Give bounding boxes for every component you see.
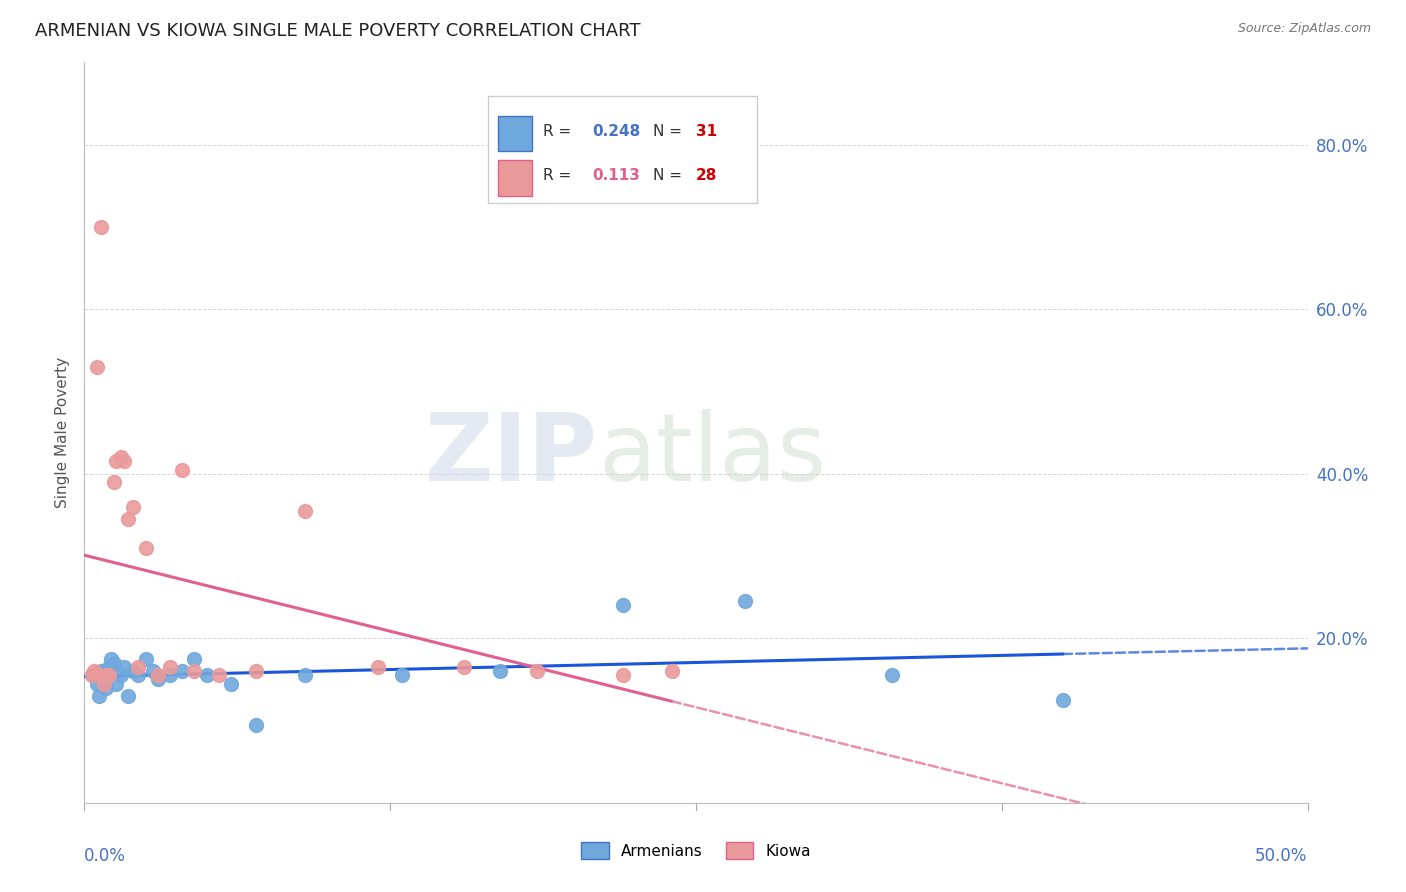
Point (86, 676, 108, 690)
Point (103, 475, 125, 489)
Point (367, 660, 389, 674)
Y-axis label: Single Male Poverty: Single Male Poverty (55, 357, 70, 508)
FancyBboxPatch shape (498, 116, 531, 152)
Point (526, 664, 548, 678)
Point (110, 450, 132, 465)
Point (93, 673, 115, 687)
Point (159, 668, 181, 682)
Point (172, 462, 194, 476)
Point (112, 454, 135, 468)
Text: atlas: atlas (598, 409, 827, 500)
Point (80, 668, 103, 682)
Text: 28: 28 (696, 169, 717, 183)
Point (391, 668, 413, 682)
Point (172, 664, 194, 678)
Point (612, 668, 634, 682)
Point (661, 664, 683, 678)
Point (117, 689, 139, 703)
Legend: Armenians, Kiowa: Armenians, Kiowa (575, 836, 817, 865)
Point (127, 660, 149, 674)
Point (96, 681, 118, 695)
Text: ZIP: ZIP (425, 409, 598, 500)
Point (87, 689, 110, 703)
Point (159, 660, 181, 674)
FancyBboxPatch shape (498, 161, 531, 195)
Text: R =: R = (543, 169, 581, 183)
Point (219, 676, 242, 690)
Point (183, 664, 205, 678)
Point (90, 664, 112, 678)
Point (142, 664, 165, 678)
Point (1052, 693, 1074, 707)
Text: 50.0%: 50.0% (1256, 847, 1308, 865)
Point (245, 717, 267, 731)
Point (105, 454, 128, 468)
Text: R =: R = (543, 124, 576, 139)
Text: 31: 31 (696, 124, 717, 139)
Point (105, 676, 128, 690)
Point (103, 656, 125, 670)
Point (135, 652, 157, 666)
Point (112, 660, 135, 674)
Point (83, 664, 105, 678)
Point (208, 668, 231, 682)
Point (100, 652, 122, 666)
Point (127, 668, 149, 682)
Point (294, 668, 316, 682)
Point (122, 500, 145, 514)
Point (195, 668, 218, 682)
Text: Source: ZipAtlas.com: Source: ZipAtlas.com (1237, 22, 1371, 36)
Point (87, 668, 110, 682)
Point (294, 504, 316, 518)
Point (90, 219, 112, 234)
Point (97, 668, 120, 682)
Point (96, 668, 118, 682)
Point (453, 660, 475, 674)
Point (734, 594, 756, 608)
Point (146, 673, 169, 687)
Point (135, 541, 157, 555)
Point (93, 676, 115, 690)
Point (117, 512, 139, 526)
Point (880, 668, 903, 682)
Point (97, 660, 120, 674)
Point (122, 664, 145, 678)
Text: 0.248: 0.248 (592, 124, 640, 139)
Point (245, 664, 267, 678)
Text: ARMENIAN VS KIOWA SINGLE MALE POVERTY CORRELATION CHART: ARMENIAN VS KIOWA SINGLE MALE POVERTY CO… (35, 22, 641, 40)
Text: 0.0%: 0.0% (84, 847, 127, 865)
Text: 0.113: 0.113 (592, 169, 640, 183)
Point (110, 668, 132, 682)
Text: N =: N = (654, 124, 688, 139)
Point (183, 652, 205, 666)
Point (86, 359, 108, 374)
Point (146, 668, 169, 682)
Text: N =: N = (654, 169, 688, 183)
FancyBboxPatch shape (488, 95, 758, 203)
Point (80, 668, 103, 682)
Point (612, 599, 634, 613)
Point (489, 664, 512, 678)
